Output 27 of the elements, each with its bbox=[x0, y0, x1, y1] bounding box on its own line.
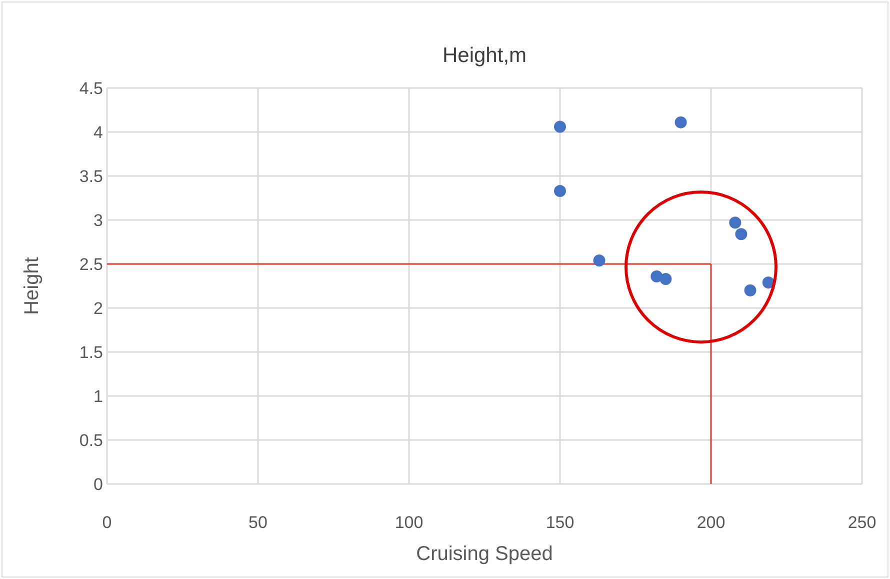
x-tick-label: 100 bbox=[394, 513, 424, 532]
y-tick-label: 2 bbox=[94, 298, 103, 318]
point bbox=[554, 184, 566, 197]
y-tick-label: 3 bbox=[94, 210, 103, 230]
x-tick-label: 50 bbox=[248, 513, 268, 532]
y-tick-label: 0.5 bbox=[79, 430, 103, 450]
x-tick-label: 200 bbox=[696, 513, 726, 532]
point bbox=[660, 272, 672, 285]
x-axis-title: Cruising Speed bbox=[416, 543, 553, 565]
point bbox=[554, 120, 566, 133]
y-tick-label: 4 bbox=[94, 122, 103, 142]
y-tick-label: 2.5 bbox=[79, 254, 103, 274]
point bbox=[735, 228, 748, 240]
point bbox=[593, 254, 606, 266]
x-tick-label: 250 bbox=[848, 513, 876, 532]
point bbox=[674, 116, 687, 128]
y-tick-label: 1.5 bbox=[79, 342, 103, 362]
y-tick-label: 4.5 bbox=[79, 78, 103, 98]
point bbox=[744, 284, 756, 296]
point bbox=[729, 216, 742, 229]
x-tick-label: 150 bbox=[546, 513, 574, 532]
y-tick-label: 3.5 bbox=[79, 166, 103, 186]
chart-title: Height,m bbox=[442, 44, 527, 67]
y-tick-label: 1 bbox=[94, 386, 103, 406]
y-tick-label: 0 bbox=[94, 474, 103, 494]
y-axis-title: Height bbox=[21, 256, 43, 315]
point bbox=[762, 276, 774, 288]
